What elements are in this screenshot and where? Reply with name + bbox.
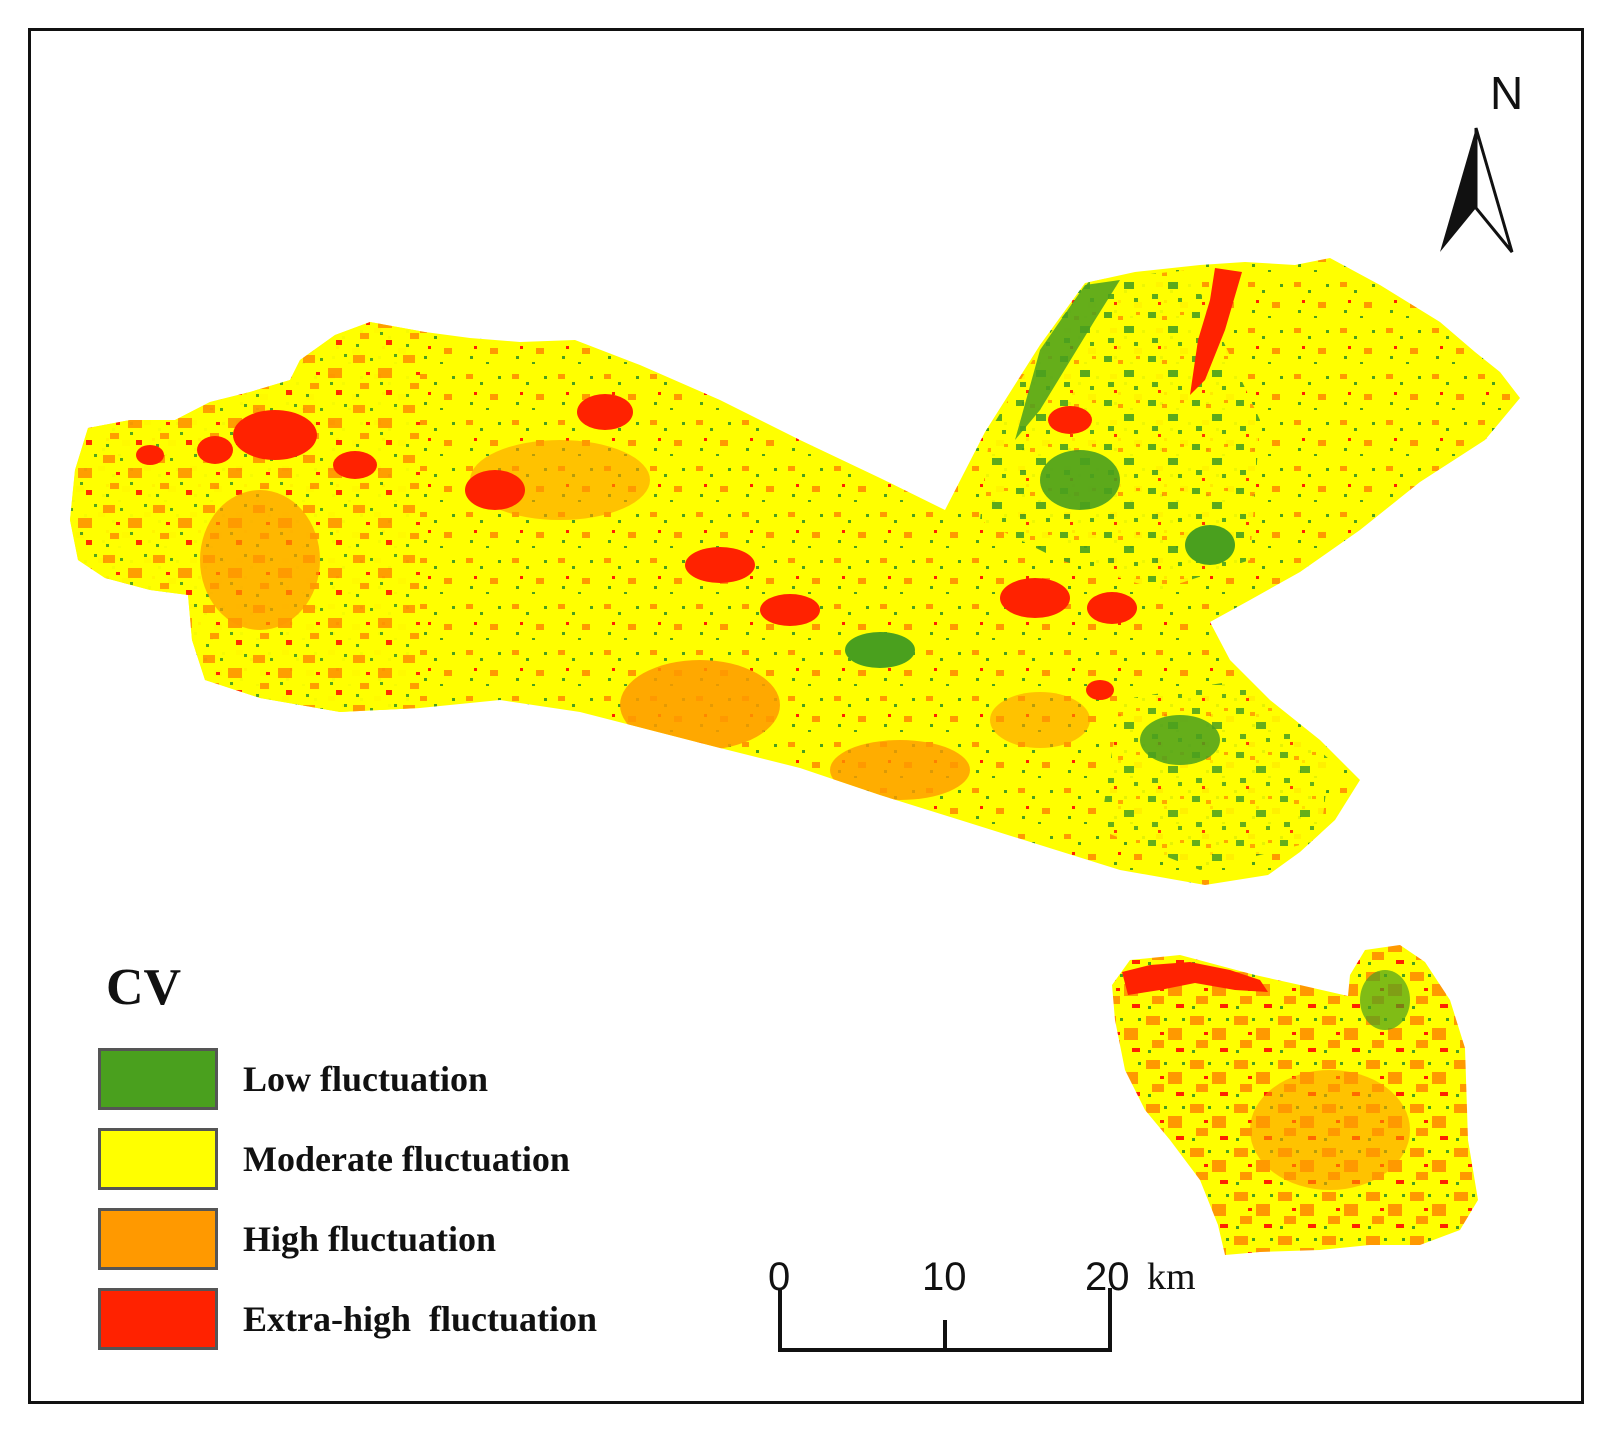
legend-swatch-moderate	[98, 1128, 218, 1190]
scale-unit: km	[1147, 1256, 1196, 1298]
legend-swatch-high	[98, 1208, 218, 1270]
legend-label-low: Low fluctuation	[243, 1059, 489, 1099]
scale-tick-20: 20	[1085, 1255, 1130, 1299]
legend-label-extra-high: Extra-high fluctuation	[243, 1299, 598, 1339]
scale-tick-0: 0	[768, 1255, 791, 1299]
south-region-green-patch	[1360, 970, 1410, 1030]
south-region-orange-core	[1250, 1070, 1410, 1190]
legend-title: CV	[106, 959, 182, 1016]
south-region-red-band	[1122, 962, 1268, 995]
legend-label-high: High fluctuation	[243, 1219, 497, 1259]
scale-bar	[778, 1288, 1112, 1352]
north-arrow-icon	[1440, 127, 1514, 253]
south-study-region	[1112, 945, 1478, 1255]
north-label: N	[1490, 67, 1524, 119]
legend-label-moderate: Moderate fluctuation	[243, 1139, 570, 1179]
legend-swatch-extra-high	[98, 1288, 218, 1350]
legend-swatch-low	[98, 1048, 218, 1110]
main-study-region	[70, 258, 1520, 885]
scale-tick-10: 10	[922, 1255, 967, 1299]
